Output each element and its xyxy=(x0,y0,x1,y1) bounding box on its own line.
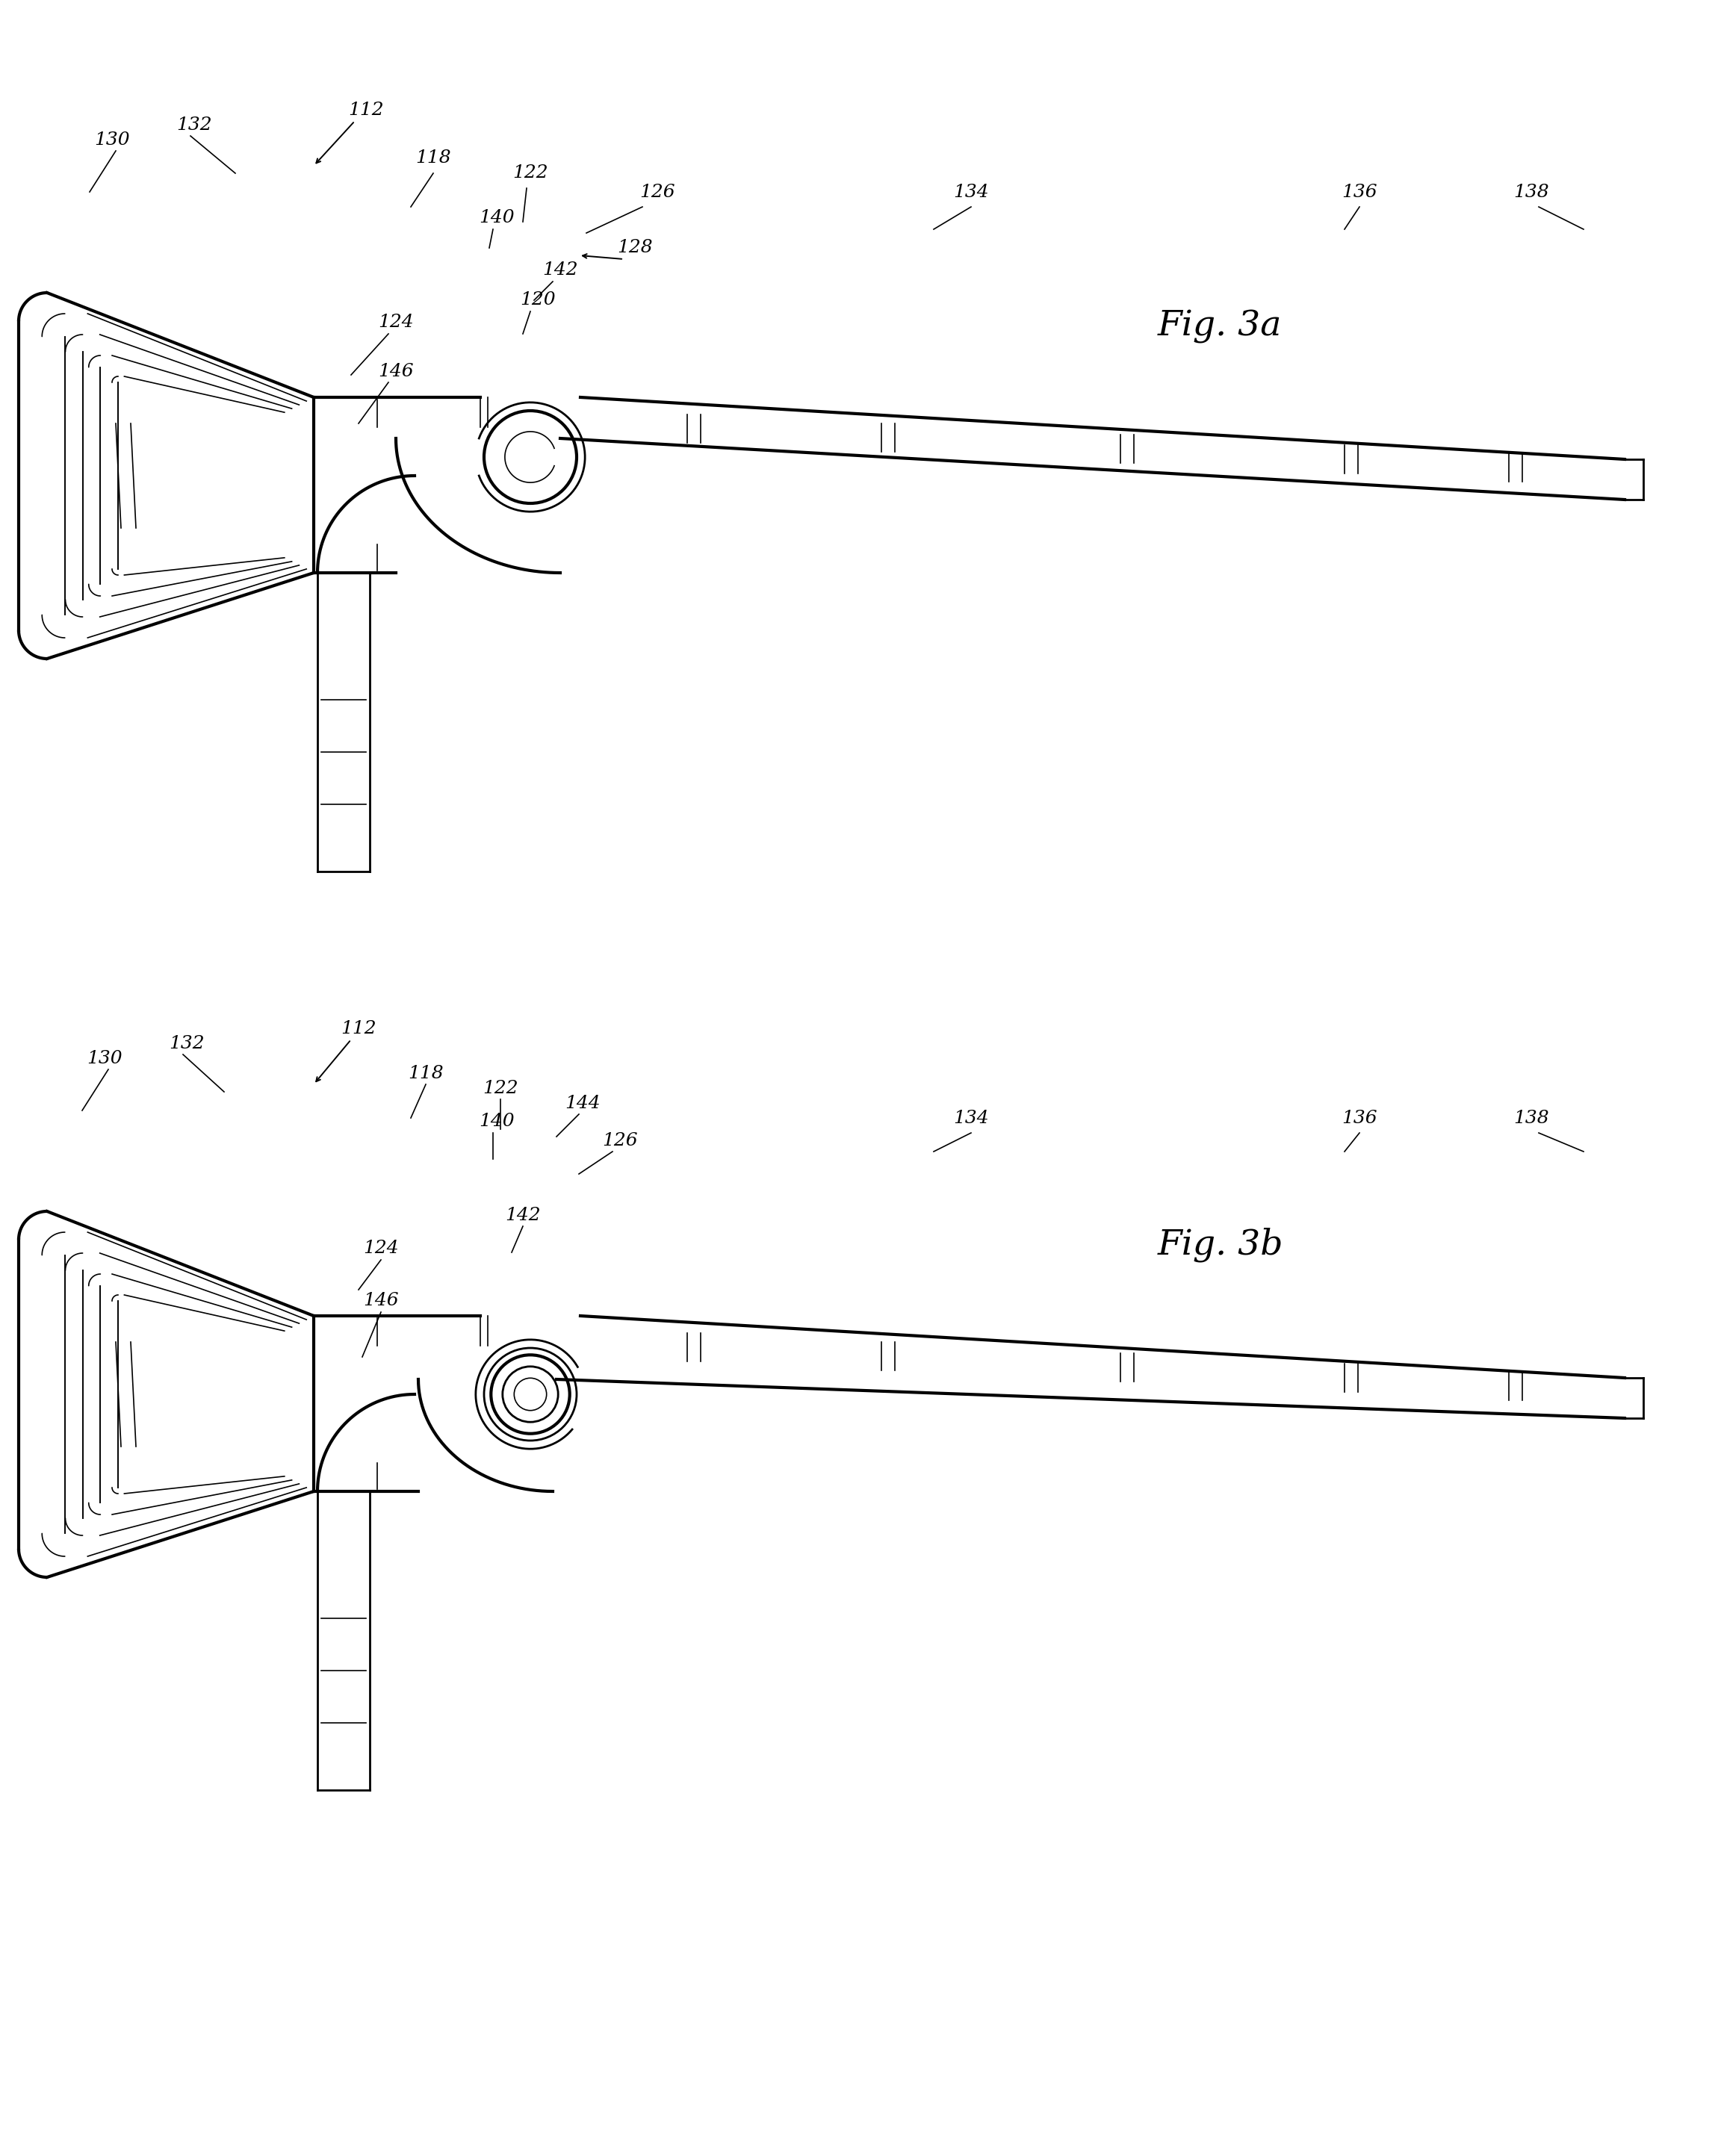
Text: 124: 124 xyxy=(378,315,414,332)
Text: 122: 122 xyxy=(483,1080,519,1097)
Text: 120: 120 xyxy=(521,291,555,308)
Text: 146: 146 xyxy=(362,1291,399,1309)
Text: 112: 112 xyxy=(340,1020,376,1037)
Text: 144: 144 xyxy=(565,1095,600,1112)
Text: 122: 122 xyxy=(512,164,548,181)
Text: 136: 136 xyxy=(1342,1110,1378,1128)
Text: Fig. 3b: Fig. 3b xyxy=(1158,1227,1283,1261)
Text: Fig. 3a: Fig. 3a xyxy=(1158,310,1282,343)
Text: 146: 146 xyxy=(378,362,414,379)
Text: 124: 124 xyxy=(362,1240,399,1257)
Text: 140: 140 xyxy=(479,209,514,226)
Text: 132: 132 xyxy=(177,116,211,134)
Text: 138: 138 xyxy=(1514,183,1550,201)
Text: 132: 132 xyxy=(168,1035,204,1052)
Text: 126: 126 xyxy=(639,183,675,201)
Text: 136: 136 xyxy=(1342,183,1378,201)
Text: 118: 118 xyxy=(416,149,452,166)
Text: 142: 142 xyxy=(505,1207,541,1225)
Text: 128: 128 xyxy=(617,239,653,257)
Text: 130: 130 xyxy=(94,132,131,149)
Text: 118: 118 xyxy=(407,1065,443,1082)
Text: 142: 142 xyxy=(543,261,577,278)
Text: 126: 126 xyxy=(603,1132,637,1149)
Text: 130: 130 xyxy=(88,1050,122,1067)
Text: 134: 134 xyxy=(953,1110,990,1128)
Text: 140: 140 xyxy=(479,1112,514,1130)
Text: 138: 138 xyxy=(1514,1110,1550,1128)
Text: 112: 112 xyxy=(349,101,383,119)
Text: 134: 134 xyxy=(953,183,990,201)
